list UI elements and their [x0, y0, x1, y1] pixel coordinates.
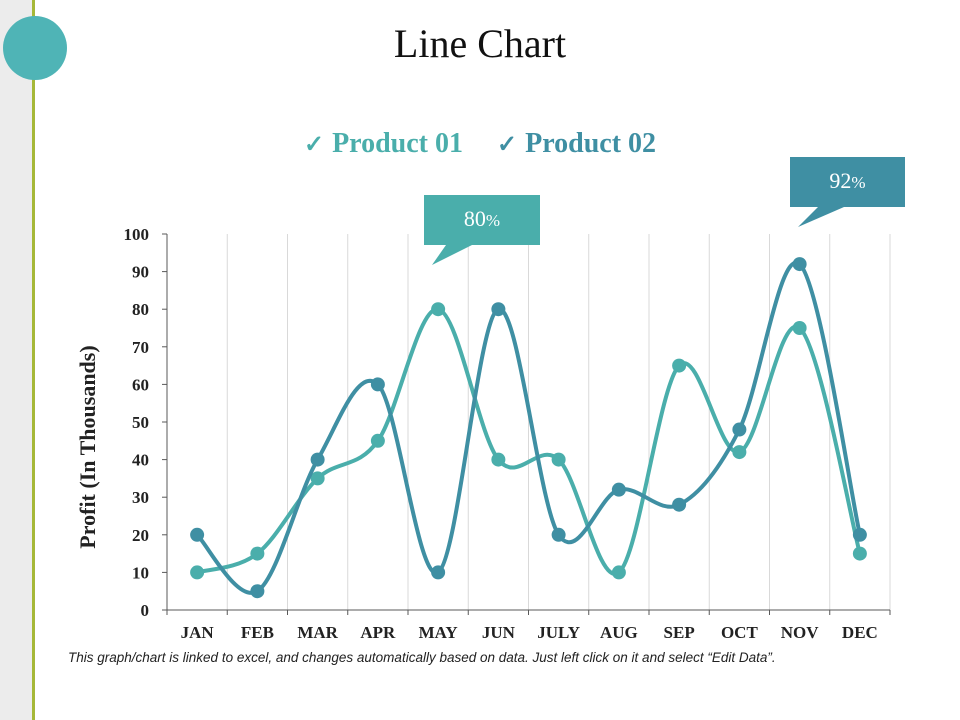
- data-point-product-02: [310, 452, 325, 467]
- legend-label: Product 01: [332, 128, 463, 159]
- x-tick-label: APR: [360, 623, 396, 642]
- x-tick-label: JULY: [537, 623, 580, 642]
- callout-tail: [432, 245, 472, 265]
- y-tick-label: 10: [132, 563, 149, 582]
- callout-number: 80: [464, 206, 486, 231]
- footnote: This graph/chart is linked to excel, and…: [68, 650, 776, 665]
- data-point-product-01: [370, 433, 385, 448]
- callout-may: 80%: [424, 195, 540, 265]
- callout-nov: 92%: [790, 157, 905, 227]
- data-point-product-02: [672, 497, 687, 512]
- x-tick-label: MAR: [297, 623, 338, 642]
- data-point-product-01: [250, 546, 265, 561]
- data-point-product-02: [370, 377, 385, 392]
- y-tick-label: 90: [132, 263, 149, 282]
- callout-tail: [798, 207, 844, 227]
- data-point-product-02: [250, 584, 265, 599]
- side-band: [0, 0, 32, 720]
- legend-item-product-01[interactable]: ✓ Product 01: [304, 128, 463, 160]
- y-tick-label: 100: [124, 225, 150, 244]
- checkmark-icon: ✓: [497, 131, 518, 158]
- data-point-product-01: [672, 358, 687, 373]
- data-point-product-01: [190, 565, 205, 580]
- x-tick-label: MAY: [419, 623, 458, 642]
- data-point-product-01: [732, 445, 747, 460]
- callout-box: [790, 157, 905, 207]
- data-point-product-02: [190, 527, 205, 542]
- data-point-product-01: [431, 302, 446, 317]
- data-point-product-02: [491, 302, 506, 317]
- callout-unit: %: [851, 173, 865, 192]
- data-point-product-01: [852, 546, 867, 561]
- y-tick-label: 40: [132, 451, 149, 470]
- callout-box: [424, 195, 540, 245]
- data-point-product-01: [611, 565, 626, 580]
- data-point-product-01: [792, 321, 807, 335]
- x-tick-label: JUN: [482, 623, 516, 642]
- data-point-product-02: [852, 527, 867, 542]
- y-tick-label: 80: [132, 300, 149, 319]
- x-tick-label: NOV: [781, 623, 820, 642]
- y-tick-label: 50: [132, 413, 149, 432]
- checkmark-icon: ✓: [303, 131, 325, 158]
- x-tick-label: JAN: [181, 623, 215, 642]
- data-point-product-02: [611, 482, 626, 497]
- y-tick-label: 20: [132, 526, 149, 545]
- data-point-product-02: [792, 257, 807, 272]
- legend-label: Product 02: [525, 128, 657, 159]
- y-tick-label: 70: [132, 338, 149, 357]
- y-tick-label: 30: [132, 488, 149, 507]
- callout-label: 92%: [829, 168, 865, 193]
- x-tick-label: FEB: [241, 623, 274, 642]
- side-accent-line: [32, 0, 35, 720]
- y-axis-label: Profit (In Thousands): [75, 345, 100, 548]
- data-point-product-02: [431, 565, 446, 580]
- y-tick-label: 0: [141, 601, 150, 620]
- page-title: Line Chart: [393, 21, 567, 66]
- data-point-product-02: [732, 422, 747, 437]
- x-tick-label: DEC: [842, 623, 878, 642]
- data-point-product-02: [551, 527, 566, 542]
- data-point-product-01: [491, 452, 506, 467]
- data-point-product-01: [551, 452, 566, 467]
- x-tick-label: AUG: [600, 623, 638, 642]
- x-tick-label: SEP: [664, 623, 695, 642]
- legend-item-product-02[interactable]: ✓ Product 02: [497, 128, 656, 160]
- y-tick-label: 60: [132, 375, 149, 394]
- callout-number: 92: [829, 168, 851, 193]
- callout-unit: %: [486, 211, 500, 230]
- data-point-product-01: [310, 471, 325, 486]
- x-tick-label: OCT: [721, 623, 759, 642]
- callout-label: 80%: [464, 206, 500, 231]
- decorative-circle: [3, 16, 67, 80]
- chart-legend: ✓ Product 01 ✓ Product 02: [0, 128, 960, 160]
